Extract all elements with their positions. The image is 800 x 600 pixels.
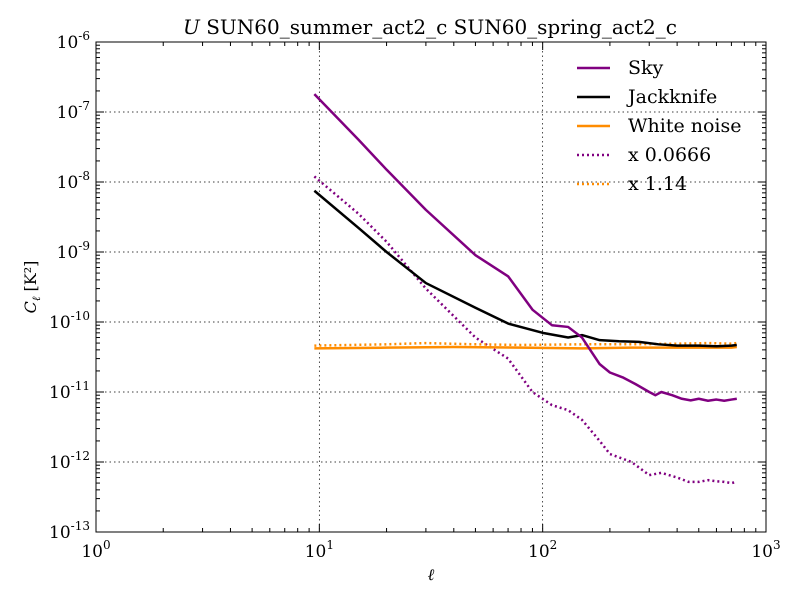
chart-title: U SUN60_summer_act2_c SUN60_spring_act2_… — [183, 15, 677, 39]
chart-title-text: SUN60_summer_act2_c SUN60_spring_act2_c — [206, 15, 677, 39]
series-line-jackknife — [313, 189, 737, 348]
grid — [96, 42, 766, 532]
y-tick-label: 10-8 — [57, 169, 90, 193]
y-tick-label: 10-7 — [57, 99, 90, 123]
legend: Sky Jackknife White noise x 0.0666 x 1.14 — [577, 57, 742, 195]
series-layer — [313, 93, 738, 485]
x-tick-label: 102 — [528, 538, 557, 562]
y-axis-label-main: C — [21, 301, 40, 313]
series-line-white-noise — [314, 345, 737, 350]
tick-labels: 100 101 102 103 10-13 10-12 10-11 10-10 10-9 10-8… — [49, 29, 781, 562]
x-tick-label: 100 — [81, 538, 110, 562]
legend-label-x-0-0666: x 0.0666 — [628, 144, 711, 166]
y-tick-label: 10-13 — [49, 519, 90, 543]
chart-title-prefix: U — [183, 15, 201, 39]
series-line-x-1-14 — [314, 341, 737, 347]
ticks — [95, 41, 767, 533]
y-axis-label: Cℓ [K²] — [21, 261, 43, 314]
y-tick-label: 10-10 — [49, 309, 90, 333]
y-axis-label-unit: [K²] — [21, 261, 40, 292]
y-tick-label: 10-9 — [57, 239, 90, 263]
x-tick-label: 101 — [305, 538, 334, 562]
legend-label-jackknife: Jackknife — [626, 86, 717, 108]
y-tick-label: 10-6 — [57, 29, 90, 53]
y-tick-label: 10-11 — [49, 379, 90, 403]
plot-frame — [95, 41, 767, 533]
series-line-sky — [313, 93, 737, 402]
y-tick-label: 10-12 — [49, 449, 90, 473]
x-axis-label: ℓ — [428, 565, 435, 584]
legend-label-sky: Sky — [628, 57, 664, 79]
legend-label-white-noise: White noise — [628, 115, 742, 137]
x-tick-label: 103 — [751, 538, 780, 562]
legend-label-x-1-14: x 1.14 — [628, 173, 687, 195]
y-axis-label-sub: ℓ — [30, 296, 43, 301]
series-line-x-0-0666 — [313, 175, 738, 485]
